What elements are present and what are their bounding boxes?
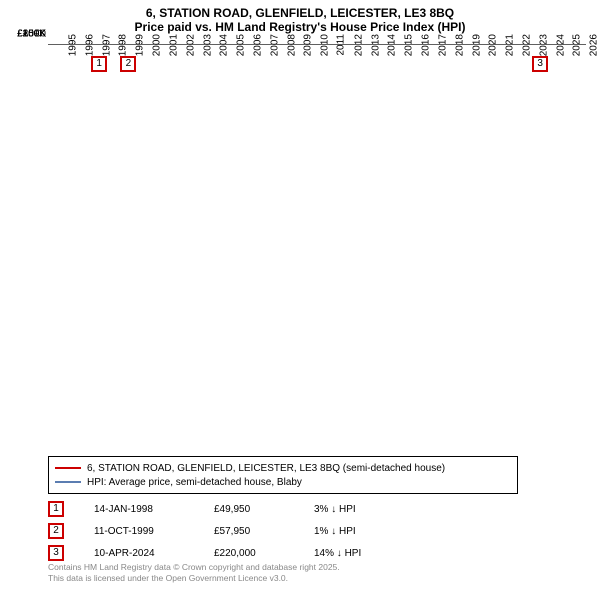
title-line-1: 6, STATION ROAD, GLENFIELD, LEICESTER, L… [0,6,600,20]
sales-row-price: £57,950 [214,526,314,537]
x-tick-label: 2005 [235,34,246,56]
legend-swatch [55,481,81,482]
sales-row-change: 14% ↓ HPI [314,548,424,559]
x-tick-label: 2017 [437,34,448,56]
sales-row-price: £220,000 [214,548,314,559]
x-tick-label: 2010 [319,34,330,56]
legend-item: HPI: Average price, semi-detached house,… [55,475,511,489]
x-tick-label: 2008 [286,34,297,56]
chart-plot-area [48,44,586,414]
x-tick-label: 2022 [521,34,532,56]
x-tick-label: 2007 [269,34,280,56]
x-tick-label: 2012 [353,34,364,56]
x-tick-label: 2026 [588,34,599,56]
sale-marker-3: 3 [532,56,548,72]
x-tick-label: 2023 [538,34,549,56]
x-tick-label: 1998 [118,34,129,56]
sales-row-date: 14-JAN-1998 [94,504,214,515]
y-tick-label: £300K [17,29,46,40]
sales-row-marker: 3 [48,545,64,561]
x-tick-label: 2014 [387,34,398,56]
x-tick-label: 1997 [101,34,112,56]
sales-row-price: £49,950 [214,504,314,515]
page-root: 6, STATION ROAD, GLENFIELD, LEICESTER, L… [0,0,600,590]
title-line-2: Price paid vs. HM Land Registry's House … [0,20,600,34]
x-tick-label: 1999 [135,34,146,56]
x-tick-label: 2006 [252,34,263,56]
x-tick-label: 2004 [219,34,230,56]
x-tick-label: 2025 [572,34,583,56]
x-tick-label: 2013 [370,34,381,56]
legend-label: 6, STATION ROAD, GLENFIELD, LEICESTER, L… [87,463,445,474]
attribution: Contains HM Land Registry data © Crown c… [48,562,340,584]
x-tick-label: 1996 [84,34,95,56]
sales-row-marker: 1 [48,501,64,517]
x-tick-label: 2011 [336,34,347,56]
x-tick-label: 2019 [471,34,482,56]
x-tick-label: 2015 [404,34,415,56]
x-tick-label: 2001 [168,34,179,56]
legend: 6, STATION ROAD, GLENFIELD, LEICESTER, L… [48,456,518,494]
sales-row-change: 3% ↓ HPI [314,504,424,515]
x-tick-label: 2016 [420,34,431,56]
x-tick-label: 1995 [67,34,78,56]
sales-row: 1 14-JAN-1998£49,9503% ↓ HPI [48,498,424,520]
x-tick-label: 2000 [151,34,162,56]
chart-title: 6, STATION ROAD, GLENFIELD, LEICESTER, L… [0,0,600,34]
sales-row: 2 11-OCT-1999£57,9501% ↓ HPI [48,520,424,542]
attribution-line-1: Contains HM Land Registry data © Crown c… [48,562,340,573]
sales-row-change: 1% ↓ HPI [314,526,424,537]
x-tick-label: 2002 [185,34,196,56]
sales-row: 3 10-APR-2024£220,00014% ↓ HPI [48,542,424,564]
x-tick-label: 2018 [454,34,465,56]
sales-row-marker: 2 [48,523,64,539]
sales-row-date: 11-OCT-1999 [94,526,214,537]
legend-item: 6, STATION ROAD, GLENFIELD, LEICESTER, L… [55,461,511,475]
attribution-line-2: This data is licensed under the Open Gov… [48,573,340,584]
sales-row-date: 10-APR-2024 [94,548,214,559]
x-tick-label: 2021 [504,34,515,56]
x-tick-label: 2020 [488,34,499,56]
x-tick-label: 2024 [555,34,566,56]
chart-svg [48,44,586,414]
sale-marker-2: 2 [120,56,136,72]
sale-marker-1: 1 [91,56,107,72]
legend-swatch [55,467,81,469]
legend-label: HPI: Average price, semi-detached house,… [87,477,302,488]
sales-table: 1 14-JAN-1998£49,9503% ↓ HPI 2 11-OCT-1999£… [48,498,424,564]
x-tick-label: 2003 [202,34,213,56]
x-tick-label: 2009 [303,34,314,56]
